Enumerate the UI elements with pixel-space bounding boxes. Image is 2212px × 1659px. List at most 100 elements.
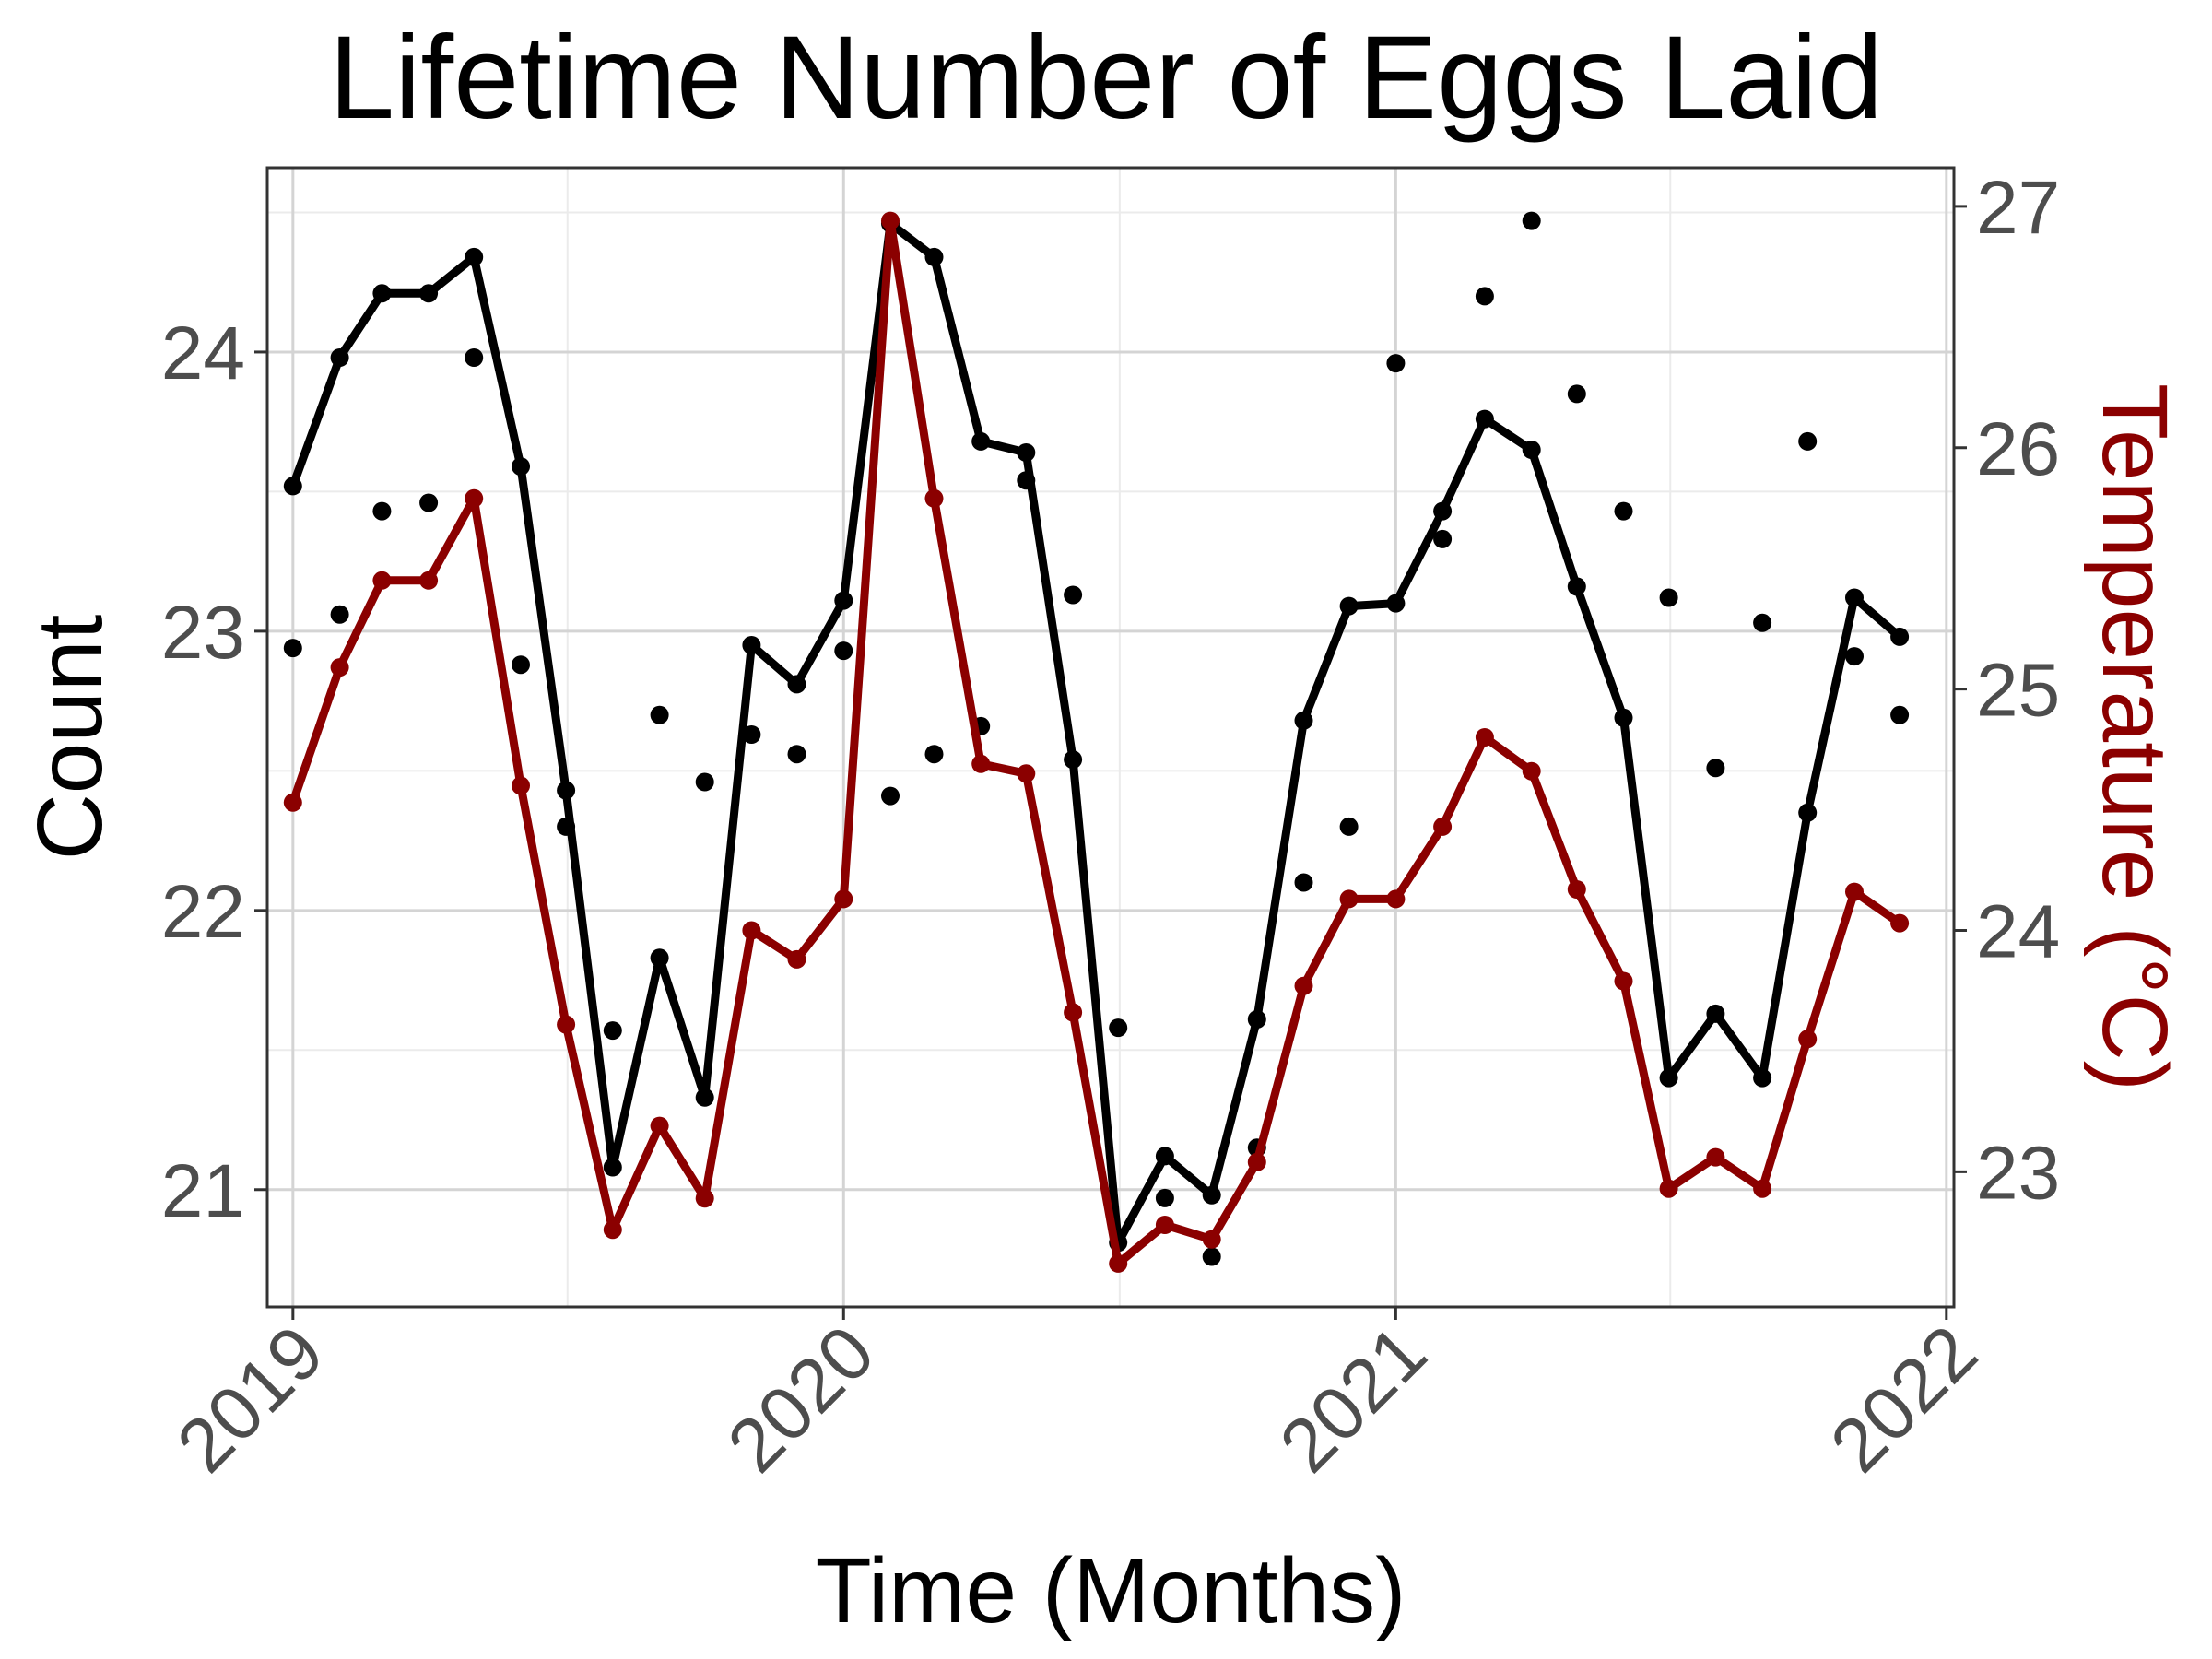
data-point-2	[1890, 913, 1910, 933]
data-point-1	[419, 493, 439, 512]
y-tick-label: 23	[161, 591, 245, 675]
data-point-1	[1567, 384, 1586, 404]
data-point-0	[1294, 711, 1313, 730]
data-point-1	[465, 348, 484, 367]
data-point-1	[650, 705, 669, 724]
data-point-2	[465, 488, 484, 508]
data-point-0	[1522, 441, 1541, 459]
data-point-1	[742, 725, 761, 744]
data-point-1	[1109, 1018, 1128, 1038]
data-point-1	[1614, 501, 1633, 521]
data-point-0	[1339, 596, 1359, 616]
data-point-0	[1202, 1185, 1221, 1205]
y2-tick-label: 23	[1976, 1131, 2060, 1215]
data-point-2	[283, 793, 302, 812]
data-point-2	[787, 949, 806, 969]
y2-axis-title: Temperature (°C)	[2083, 383, 2186, 1091]
data-point-1	[1890, 705, 1910, 724]
series-line-2	[288, 217, 1904, 1268]
data-point-1	[1155, 1188, 1174, 1207]
data-point-2	[1753, 1179, 1772, 1198]
data-point-2	[650, 1116, 669, 1135]
data-point-1	[1659, 588, 1678, 607]
data-point-0	[603, 1158, 622, 1177]
grid	[267, 168, 1954, 1307]
data-point-2	[1433, 817, 1453, 836]
data-point-0	[1433, 501, 1453, 521]
chart-title: Lifetime Number of Eggs Laid	[329, 12, 1883, 144]
data-point-0	[742, 636, 761, 654]
data-point-1	[1294, 873, 1313, 892]
data-point-0	[1890, 627, 1910, 646]
data-point-2	[924, 488, 944, 508]
data-point-0	[1247, 1010, 1266, 1029]
data-point-2	[557, 1015, 576, 1034]
y2-tick-label: 25	[1976, 649, 2060, 733]
data-point-2	[1017, 764, 1036, 783]
data-point-1	[1475, 287, 1494, 306]
data-point-0	[1614, 708, 1633, 727]
y-tick-label: 22	[161, 870, 245, 954]
data-point-2	[1659, 1179, 1678, 1198]
data-point-0	[1567, 577, 1586, 596]
data-point-0	[787, 675, 806, 694]
data-point-1	[330, 605, 349, 624]
data-point-2	[1109, 1253, 1128, 1273]
data-point-2	[1845, 882, 1864, 901]
data-point-2	[695, 1189, 714, 1208]
data-point-2	[1522, 761, 1541, 781]
data-point-2	[834, 889, 853, 909]
y-tick-label: 21	[161, 1149, 245, 1233]
data-point-1	[1753, 613, 1772, 632]
data-point-0	[1845, 588, 1864, 607]
data-point-2	[1386, 889, 1406, 909]
data-point-0	[1753, 1068, 1772, 1088]
data-point-2	[419, 571, 439, 590]
plot-frame	[265, 166, 1956, 1309]
data-point-2	[603, 1220, 622, 1240]
data-point-0	[1475, 409, 1494, 429]
data-point-0	[924, 247, 944, 266]
data-point-0	[834, 591, 853, 610]
y2-tick-label: 27	[1976, 166, 2060, 250]
data-point-1	[557, 817, 576, 836]
data-point-1	[603, 1021, 622, 1041]
data-point-2	[971, 754, 991, 773]
data-point-1	[787, 745, 806, 764]
x-tick-label: 2022	[1815, 1310, 1993, 1488]
data-point-2	[1706, 1147, 1725, 1167]
data-point-2	[1567, 880, 1586, 899]
data-point-2	[372, 571, 392, 590]
data-point-0	[283, 477, 302, 496]
data-point-1	[1017, 471, 1036, 490]
data-point-1	[695, 772, 714, 792]
data-point-2	[1064, 1003, 1083, 1022]
x-tick-label: 2021	[1265, 1310, 1442, 1488]
data-point-1	[1845, 647, 1864, 666]
data-point-1	[834, 641, 853, 661]
x-tick-label: 2020	[712, 1310, 890, 1488]
data-point-0	[1155, 1147, 1174, 1166]
data-point-0	[557, 781, 576, 800]
series-layer	[283, 211, 1910, 1273]
series-line-0	[288, 219, 1904, 1247]
data-point-0	[695, 1088, 714, 1107]
y2-tick-label: 24	[1976, 889, 2060, 973]
y2-tick-label: 26	[1976, 407, 2060, 491]
data-point-0	[512, 457, 530, 477]
data-point-2	[1294, 976, 1313, 995]
data-point-2	[1202, 1230, 1221, 1249]
y-axis-title: Count	[18, 614, 122, 860]
data-point-0	[465, 247, 484, 266]
data-point-0	[372, 284, 392, 303]
data-point-0	[419, 284, 439, 303]
data-point-1	[1522, 211, 1541, 230]
data-point-1	[881, 786, 900, 806]
data-point-1	[1339, 817, 1359, 836]
data-point-0	[1017, 443, 1036, 462]
data-point-2	[1339, 889, 1359, 909]
data-point-2	[512, 776, 530, 795]
data-point-2	[742, 921, 761, 940]
data-point-2	[1798, 1030, 1818, 1049]
